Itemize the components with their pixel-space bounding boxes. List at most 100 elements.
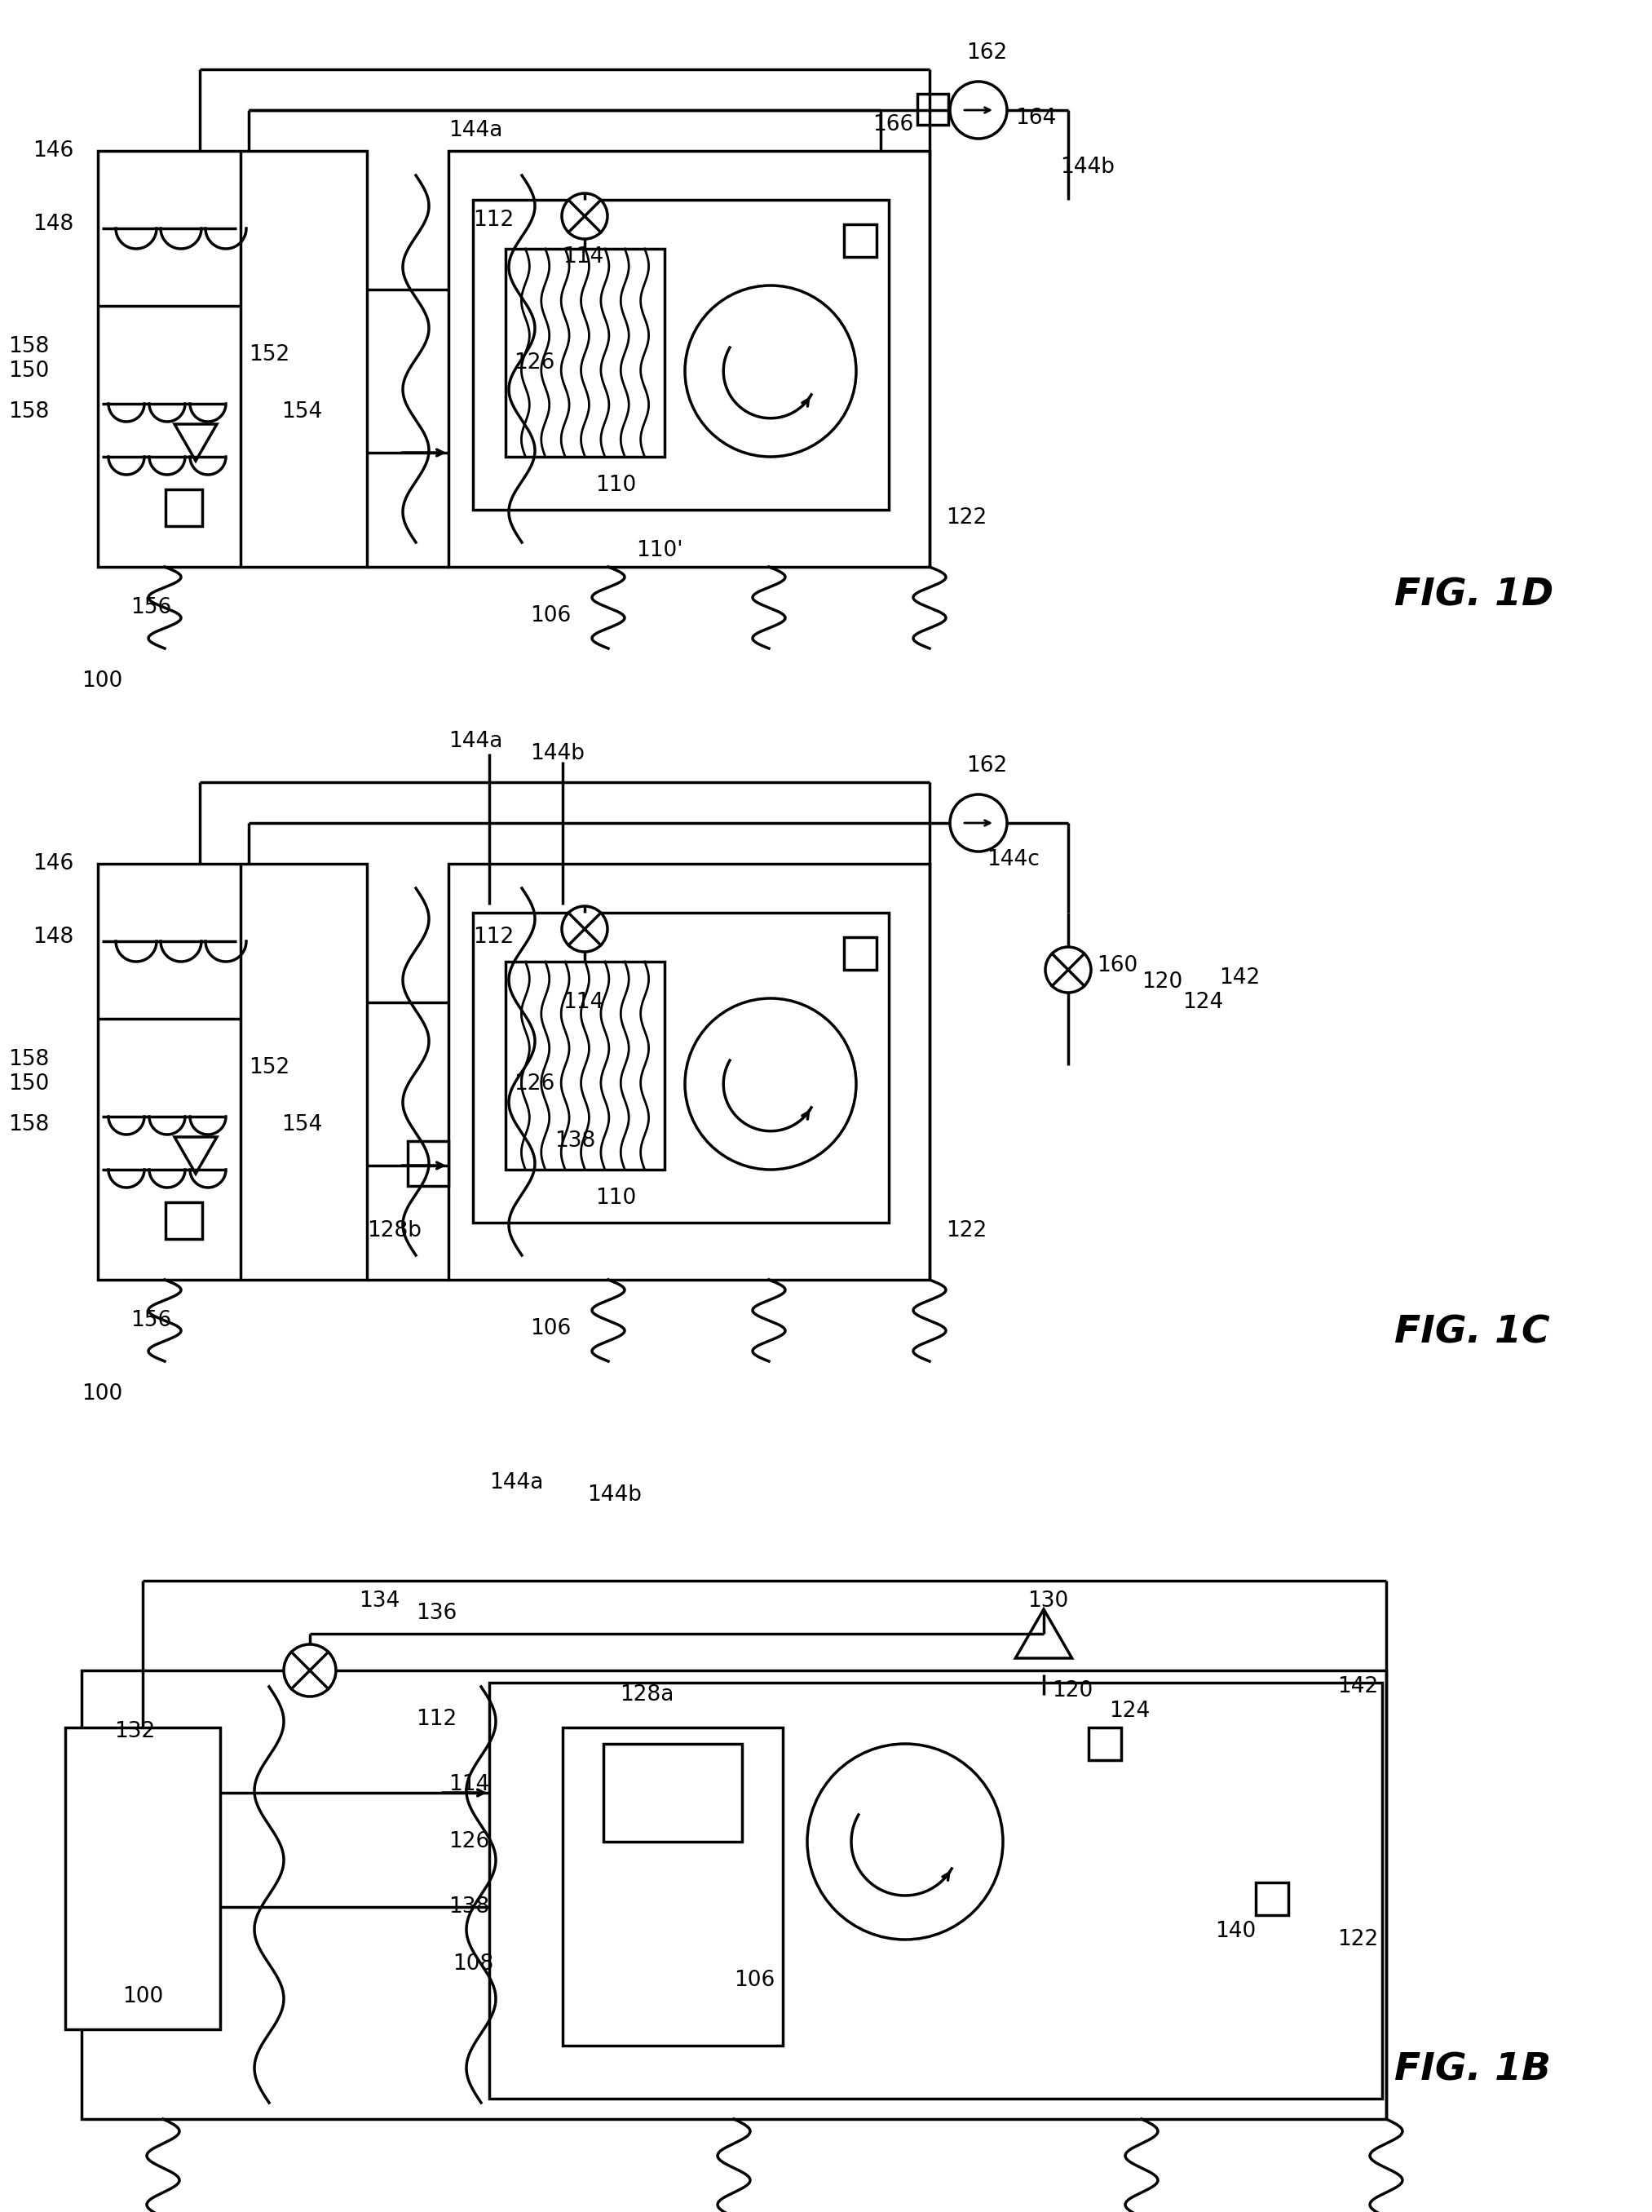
Text: 144c: 144c	[986, 849, 1039, 869]
Text: 144b: 144b	[530, 743, 585, 765]
Text: 124: 124	[1108, 1701, 1150, 1721]
Text: 122: 122	[1336, 1929, 1378, 1951]
Bar	[472, 199, 889, 509]
Circle shape	[562, 907, 608, 951]
Text: 156: 156	[131, 597, 172, 617]
Bar	[489, 1683, 1383, 2099]
Bar	[506, 248, 664, 456]
Bar	[844, 223, 877, 257]
Circle shape	[808, 1743, 1003, 1940]
Text: 138: 138	[555, 1130, 595, 1152]
Text: 106: 106	[733, 1969, 775, 1991]
Text: FIG. 1C: FIG. 1C	[1394, 1314, 1550, 1352]
Text: 122: 122	[947, 1221, 986, 1241]
Bar	[97, 863, 367, 1281]
Polygon shape	[175, 425, 216, 460]
Bar	[472, 914, 889, 1223]
Text: 120: 120	[1052, 1681, 1094, 1701]
Text: 144a: 144a	[489, 1473, 544, 1493]
Bar	[603, 1743, 742, 1843]
Text: 108: 108	[453, 1953, 494, 1975]
Text: 110': 110'	[636, 540, 682, 562]
Text: 156: 156	[131, 1310, 172, 1332]
Text: 126: 126	[448, 1832, 489, 1851]
Text: 120: 120	[1142, 971, 1183, 993]
Text: 146: 146	[33, 854, 74, 874]
Text: 110: 110	[595, 476, 636, 495]
Text: 114: 114	[563, 246, 603, 268]
Text: 126: 126	[514, 352, 555, 374]
Text: 122: 122	[947, 507, 986, 529]
Text: 152: 152	[249, 345, 289, 365]
Text: 134: 134	[358, 1590, 400, 1613]
Text: 142: 142	[1336, 1677, 1378, 1697]
Text: 106: 106	[530, 1318, 572, 1338]
Text: FIG. 1D: FIG. 1D	[1394, 577, 1553, 613]
Text: 128a: 128a	[620, 1683, 674, 1705]
Text: 100: 100	[122, 1986, 164, 2006]
Text: 112: 112	[472, 210, 514, 230]
Bar	[165, 489, 202, 526]
Bar	[844, 938, 877, 969]
Circle shape	[686, 285, 856, 456]
Circle shape	[950, 82, 1008, 139]
Bar	[448, 863, 930, 1281]
Text: 112: 112	[472, 927, 514, 947]
Text: 110: 110	[595, 1188, 636, 1208]
Text: FIG. 1B: FIG. 1B	[1394, 2053, 1551, 2088]
Text: 166: 166	[872, 115, 914, 135]
Text: 114: 114	[448, 1774, 489, 1796]
Circle shape	[284, 1644, 335, 1697]
Text: 158: 158	[8, 1048, 50, 1071]
Text: 136: 136	[416, 1604, 458, 1624]
Text: 162: 162	[966, 754, 1008, 776]
Text: 146: 146	[33, 139, 74, 161]
Text: 164: 164	[1016, 108, 1056, 128]
Text: 126: 126	[514, 1073, 555, 1095]
Text: 148: 148	[33, 927, 74, 947]
Text: 150: 150	[8, 1073, 50, 1095]
Bar	[1256, 1882, 1289, 1916]
Circle shape	[1046, 947, 1090, 993]
Text: 152: 152	[249, 1057, 289, 1077]
Text: 112: 112	[416, 1708, 458, 1730]
Bar	[165, 1203, 202, 1239]
Bar	[81, 1670, 1386, 2119]
Text: 130: 130	[1028, 1590, 1069, 1613]
Bar	[64, 1728, 220, 2028]
Bar	[563, 1728, 783, 2046]
Polygon shape	[1016, 1610, 1072, 1659]
Bar	[448, 150, 930, 566]
Text: 158: 158	[8, 1115, 50, 1135]
Text: 154: 154	[281, 1115, 322, 1135]
Text: 142: 142	[1219, 967, 1260, 989]
Text: 160: 160	[1097, 956, 1138, 975]
Text: 140: 140	[1214, 1920, 1256, 1942]
Circle shape	[950, 794, 1008, 852]
Text: 144a: 144a	[448, 730, 502, 752]
Text: 124: 124	[1183, 991, 1222, 1013]
Text: 150: 150	[8, 361, 50, 383]
Circle shape	[686, 998, 856, 1170]
Text: 132: 132	[114, 1721, 155, 1743]
Text: 100: 100	[81, 1382, 122, 1405]
Bar	[408, 1141, 448, 1186]
Bar	[1089, 1728, 1122, 1761]
Bar	[97, 150, 367, 566]
Bar	[917, 93, 948, 124]
Text: 154: 154	[281, 400, 322, 422]
Bar	[506, 962, 664, 1170]
Text: 148: 148	[33, 215, 74, 234]
Text: 114: 114	[563, 991, 603, 1013]
Text: 144a: 144a	[448, 119, 502, 142]
Text: 158: 158	[8, 400, 50, 422]
Polygon shape	[175, 1137, 216, 1175]
Text: 100: 100	[81, 670, 122, 692]
Text: 158: 158	[8, 336, 50, 358]
Text: 128b: 128b	[367, 1221, 421, 1241]
Circle shape	[562, 192, 608, 239]
Text: 138: 138	[448, 1896, 489, 1918]
Text: 144b: 144b	[586, 1484, 641, 1506]
Text: 106: 106	[530, 606, 572, 626]
Text: 144b: 144b	[1061, 157, 1115, 177]
